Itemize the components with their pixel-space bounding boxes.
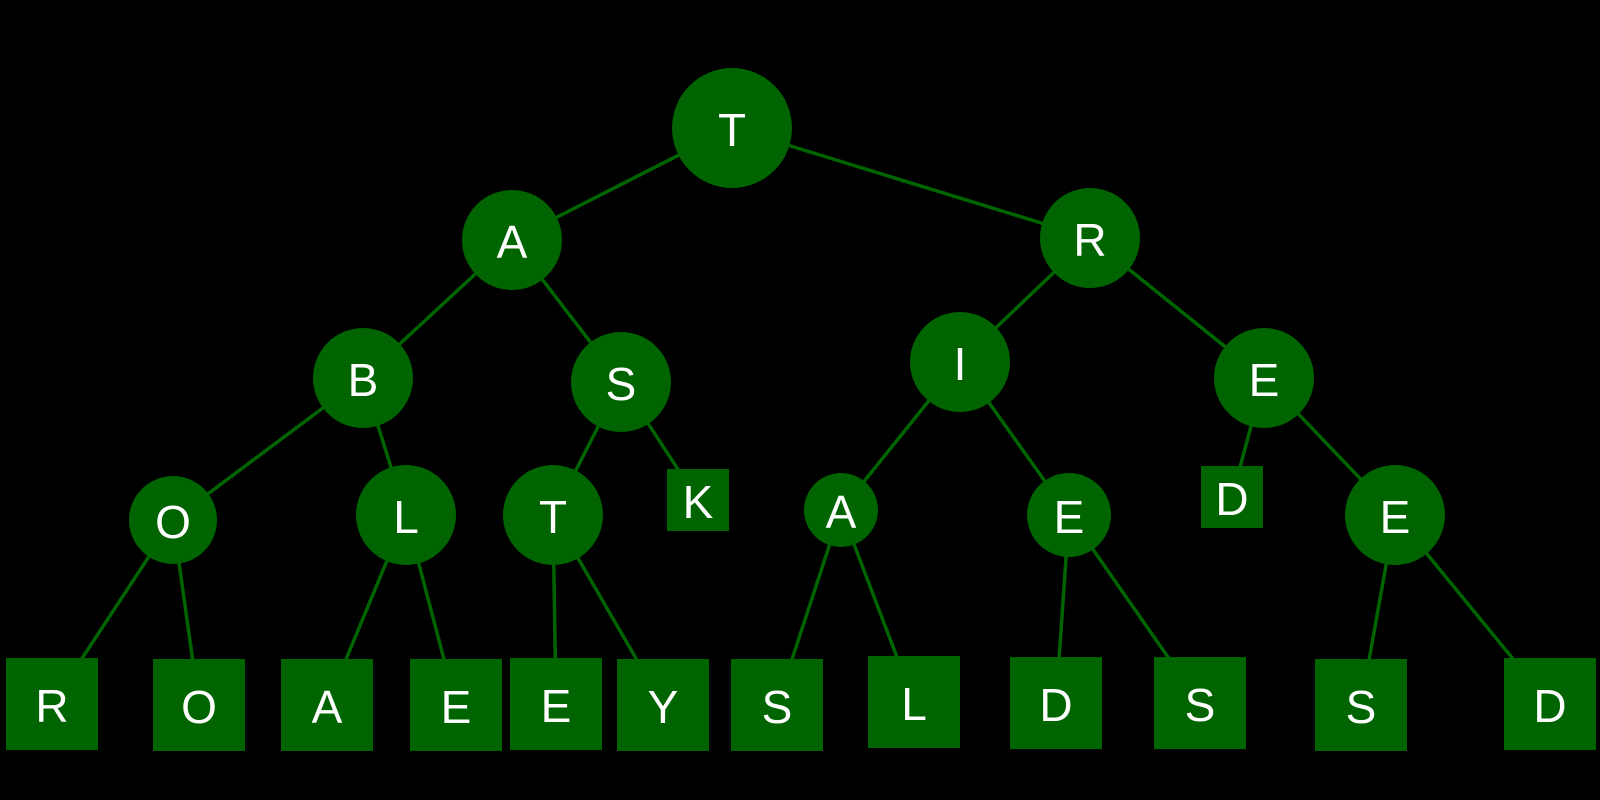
node-circle bbox=[672, 68, 792, 188]
leaf-node-l_s2: S bbox=[1154, 657, 1246, 749]
leaf-node-l_r: R bbox=[6, 658, 98, 750]
node-label: E bbox=[541, 680, 572, 732]
leaf-square bbox=[667, 469, 729, 531]
leaf-square bbox=[6, 658, 98, 750]
leaf-node-l_d2: D bbox=[1504, 658, 1596, 750]
leaf-node-l_s1: S bbox=[731, 659, 823, 751]
leaf-square bbox=[731, 659, 823, 751]
node-circle bbox=[1345, 465, 1445, 565]
node-circle bbox=[910, 312, 1010, 412]
node-circle bbox=[571, 332, 671, 432]
node-label: E bbox=[441, 681, 472, 733]
leaf-node-l_a: A bbox=[281, 659, 373, 751]
internal-node-r: R bbox=[1040, 188, 1140, 288]
node-label: L bbox=[901, 678, 927, 730]
leaf-node-l_o: O bbox=[153, 659, 245, 751]
leaf-square bbox=[1154, 657, 1246, 749]
internal-node-i: I bbox=[910, 312, 1010, 412]
node-label: S bbox=[606, 358, 637, 410]
leaf-square bbox=[1315, 659, 1407, 751]
leaf-node-l_l: L bbox=[868, 656, 960, 748]
leaf-square bbox=[1010, 657, 1102, 749]
node-circle bbox=[356, 465, 456, 565]
internal-node-s: S bbox=[571, 332, 671, 432]
leaf-square bbox=[868, 656, 960, 748]
node-label: E bbox=[1249, 354, 1280, 406]
leaf-square bbox=[1201, 466, 1263, 528]
leaf-square bbox=[153, 659, 245, 751]
node-label: L bbox=[393, 491, 419, 543]
internal-node-b: B bbox=[313, 328, 413, 428]
internal-node-root: T bbox=[672, 68, 792, 188]
node-label: I bbox=[954, 338, 967, 390]
node-circle bbox=[804, 473, 878, 547]
leaf-node-l_e2: E bbox=[510, 658, 602, 750]
internal-node-e3: E bbox=[1345, 465, 1445, 565]
leaf-node-l_s3: S bbox=[1315, 659, 1407, 751]
leaf-node-d1: D bbox=[1201, 466, 1263, 528]
internal-node-l: L bbox=[356, 465, 456, 565]
node-label: T bbox=[539, 491, 567, 543]
leaf-node-k: K bbox=[667, 469, 729, 531]
internal-node-a2: A bbox=[804, 473, 878, 547]
leaf-square bbox=[510, 658, 602, 750]
leaf-square bbox=[410, 659, 502, 751]
node-circle bbox=[462, 190, 562, 290]
internal-node-o: O bbox=[129, 476, 217, 564]
leaf-node-l_e1: E bbox=[410, 659, 502, 751]
node-label: O bbox=[181, 681, 217, 733]
node-label: D bbox=[1533, 680, 1566, 732]
node-label: D bbox=[1215, 473, 1248, 525]
node-label: R bbox=[35, 680, 68, 732]
node-circle bbox=[1027, 473, 1111, 557]
node-label: S bbox=[1346, 681, 1377, 733]
node-label: S bbox=[1185, 679, 1216, 731]
leaf-square bbox=[281, 659, 373, 751]
node-layer: T A R B S I E O L T K A E D E R O A E E Y S L D S S D bbox=[6, 68, 1596, 751]
edge-layer bbox=[50, 126, 1552, 706]
node-label: E bbox=[1380, 491, 1411, 543]
leaf-square bbox=[1504, 658, 1596, 750]
tree-edge-root-to-r bbox=[731, 126, 1091, 240]
node-circle bbox=[313, 328, 413, 428]
node-label: S bbox=[762, 681, 793, 733]
internal-node-e1: E bbox=[1214, 328, 1314, 428]
node-label: T bbox=[718, 104, 746, 156]
node-label: E bbox=[1054, 491, 1085, 543]
internal-node-e2: E bbox=[1027, 473, 1111, 557]
node-label: A bbox=[826, 486, 857, 538]
node-label: R bbox=[1073, 214, 1106, 266]
node-label: A bbox=[497, 216, 528, 268]
node-label: D bbox=[1039, 679, 1072, 731]
leaf-square bbox=[617, 659, 709, 751]
node-label: K bbox=[683, 476, 714, 528]
node-label: Y bbox=[648, 681, 679, 733]
node-circle bbox=[129, 476, 217, 564]
node-label: B bbox=[348, 354, 379, 406]
node-circle bbox=[503, 465, 603, 565]
leaf-node-l_y: Y bbox=[617, 659, 709, 751]
node-label: O bbox=[155, 496, 191, 548]
node-label: A bbox=[312, 681, 343, 733]
node-circle bbox=[1040, 188, 1140, 288]
leaf-node-l_d1: D bbox=[1010, 657, 1102, 749]
node-circle bbox=[1214, 328, 1314, 428]
internal-node-a: A bbox=[462, 190, 562, 290]
internal-node-t2: T bbox=[503, 465, 603, 565]
